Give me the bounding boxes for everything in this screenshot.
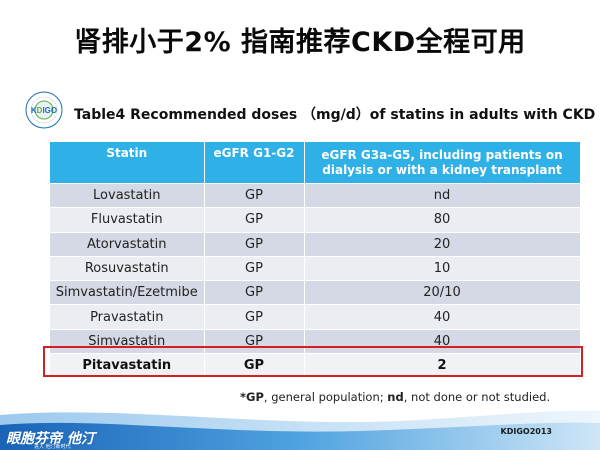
table-row: Lovastatin GP nd [50,183,581,209]
dose-g3a-g5: 80 [304,207,581,233]
svg-text:KDIGO: KDIGO [31,106,57,115]
kdigo-logo: KDIGO [25,91,63,129]
dose-g1-g2: GP [204,207,305,233]
dose-g1-g2: GP [204,353,305,379]
dose-g1-g2: GP [204,280,305,306]
dose-g1-g2: GP [204,256,305,282]
slide-title: 肾排小于2% 指南推荐CKD全程可用 [74,27,526,58]
brand-logo-text: 眼胞芬帝 他汀 [6,431,95,447]
pitavastatin-highlight-box [43,346,583,377]
footnote-nd-text: , not done or not studied. [403,390,551,404]
table-row: Simvastatin GP 40 [50,329,581,355]
table-row: Fluvastatin GP 80 [50,207,581,233]
dose-g3a-g5: nd [304,183,581,209]
dose-g3a-g5: 40 [304,329,581,355]
table-row: Atorvastatin GP 20 [50,232,581,257]
dose-g3a-g5: 10 [304,256,581,282]
dose-g1-g2: GP [204,232,305,257]
statin-name: Lovastatin [50,183,205,209]
statin-name: Simvastatin/Ezetmibe [50,280,205,306]
footnote-gp-abbr: *GP [240,390,264,404]
table-row: Simvastatin/Ezetmibe GP 20/10 [50,280,581,306]
source-label: KDIGO2013 [500,427,552,436]
statin-name: Pitavastatin [50,353,205,379]
statin-name: Atorvastatin [50,232,205,257]
header-egfr-g1-g2: eGFR G1-G2 [204,142,305,184]
table-row: Rosuvastatin GP 10 [50,256,581,282]
dose-g3a-g5: 20 [304,232,581,257]
footnote-gp-text: , general population; [263,390,388,404]
footer-wave-decoration [0,410,600,450]
header-egfr-g3a-g5: eGFR G3a-G5, including patients on dialy… [304,142,581,184]
dose-g3a-g5: 40 [304,304,581,330]
statin-name: Fluvastatin [50,207,205,233]
table-footnote: *GP, general population; nd, not done or… [240,390,590,404]
table-header-row: Statin eGFR G1-G2 eGFR G3a-G5, including… [50,142,581,184]
header-statin: Statin [50,142,205,184]
dose-g3a-g5: 20/10 [304,280,581,306]
table-row-highlighted: Pitavastatin GP 2 [50,353,581,379]
footnote-nd-abbr: nd [387,390,404,404]
table-caption: Table4 Recommended doses （mg/d）of statin… [74,107,596,123]
dose-g1-g2: GP [204,304,305,330]
statin-name: Pravastatin [50,304,205,330]
statin-name: Simvastatin [50,329,205,355]
statin-name: Rosuvastatin [50,256,205,282]
brand-tagline: 进入 他汀新时代 [34,444,71,450]
dose-g3a-g5: 2 [304,353,581,379]
statin-dose-table: Statin eGFR G1-G2 eGFR G3a-G5, including… [50,142,581,379]
dose-g1-g2: GP [204,183,305,209]
dose-g1-g2: GP [204,329,305,355]
table-row: Pravastatin GP 40 [50,304,581,330]
